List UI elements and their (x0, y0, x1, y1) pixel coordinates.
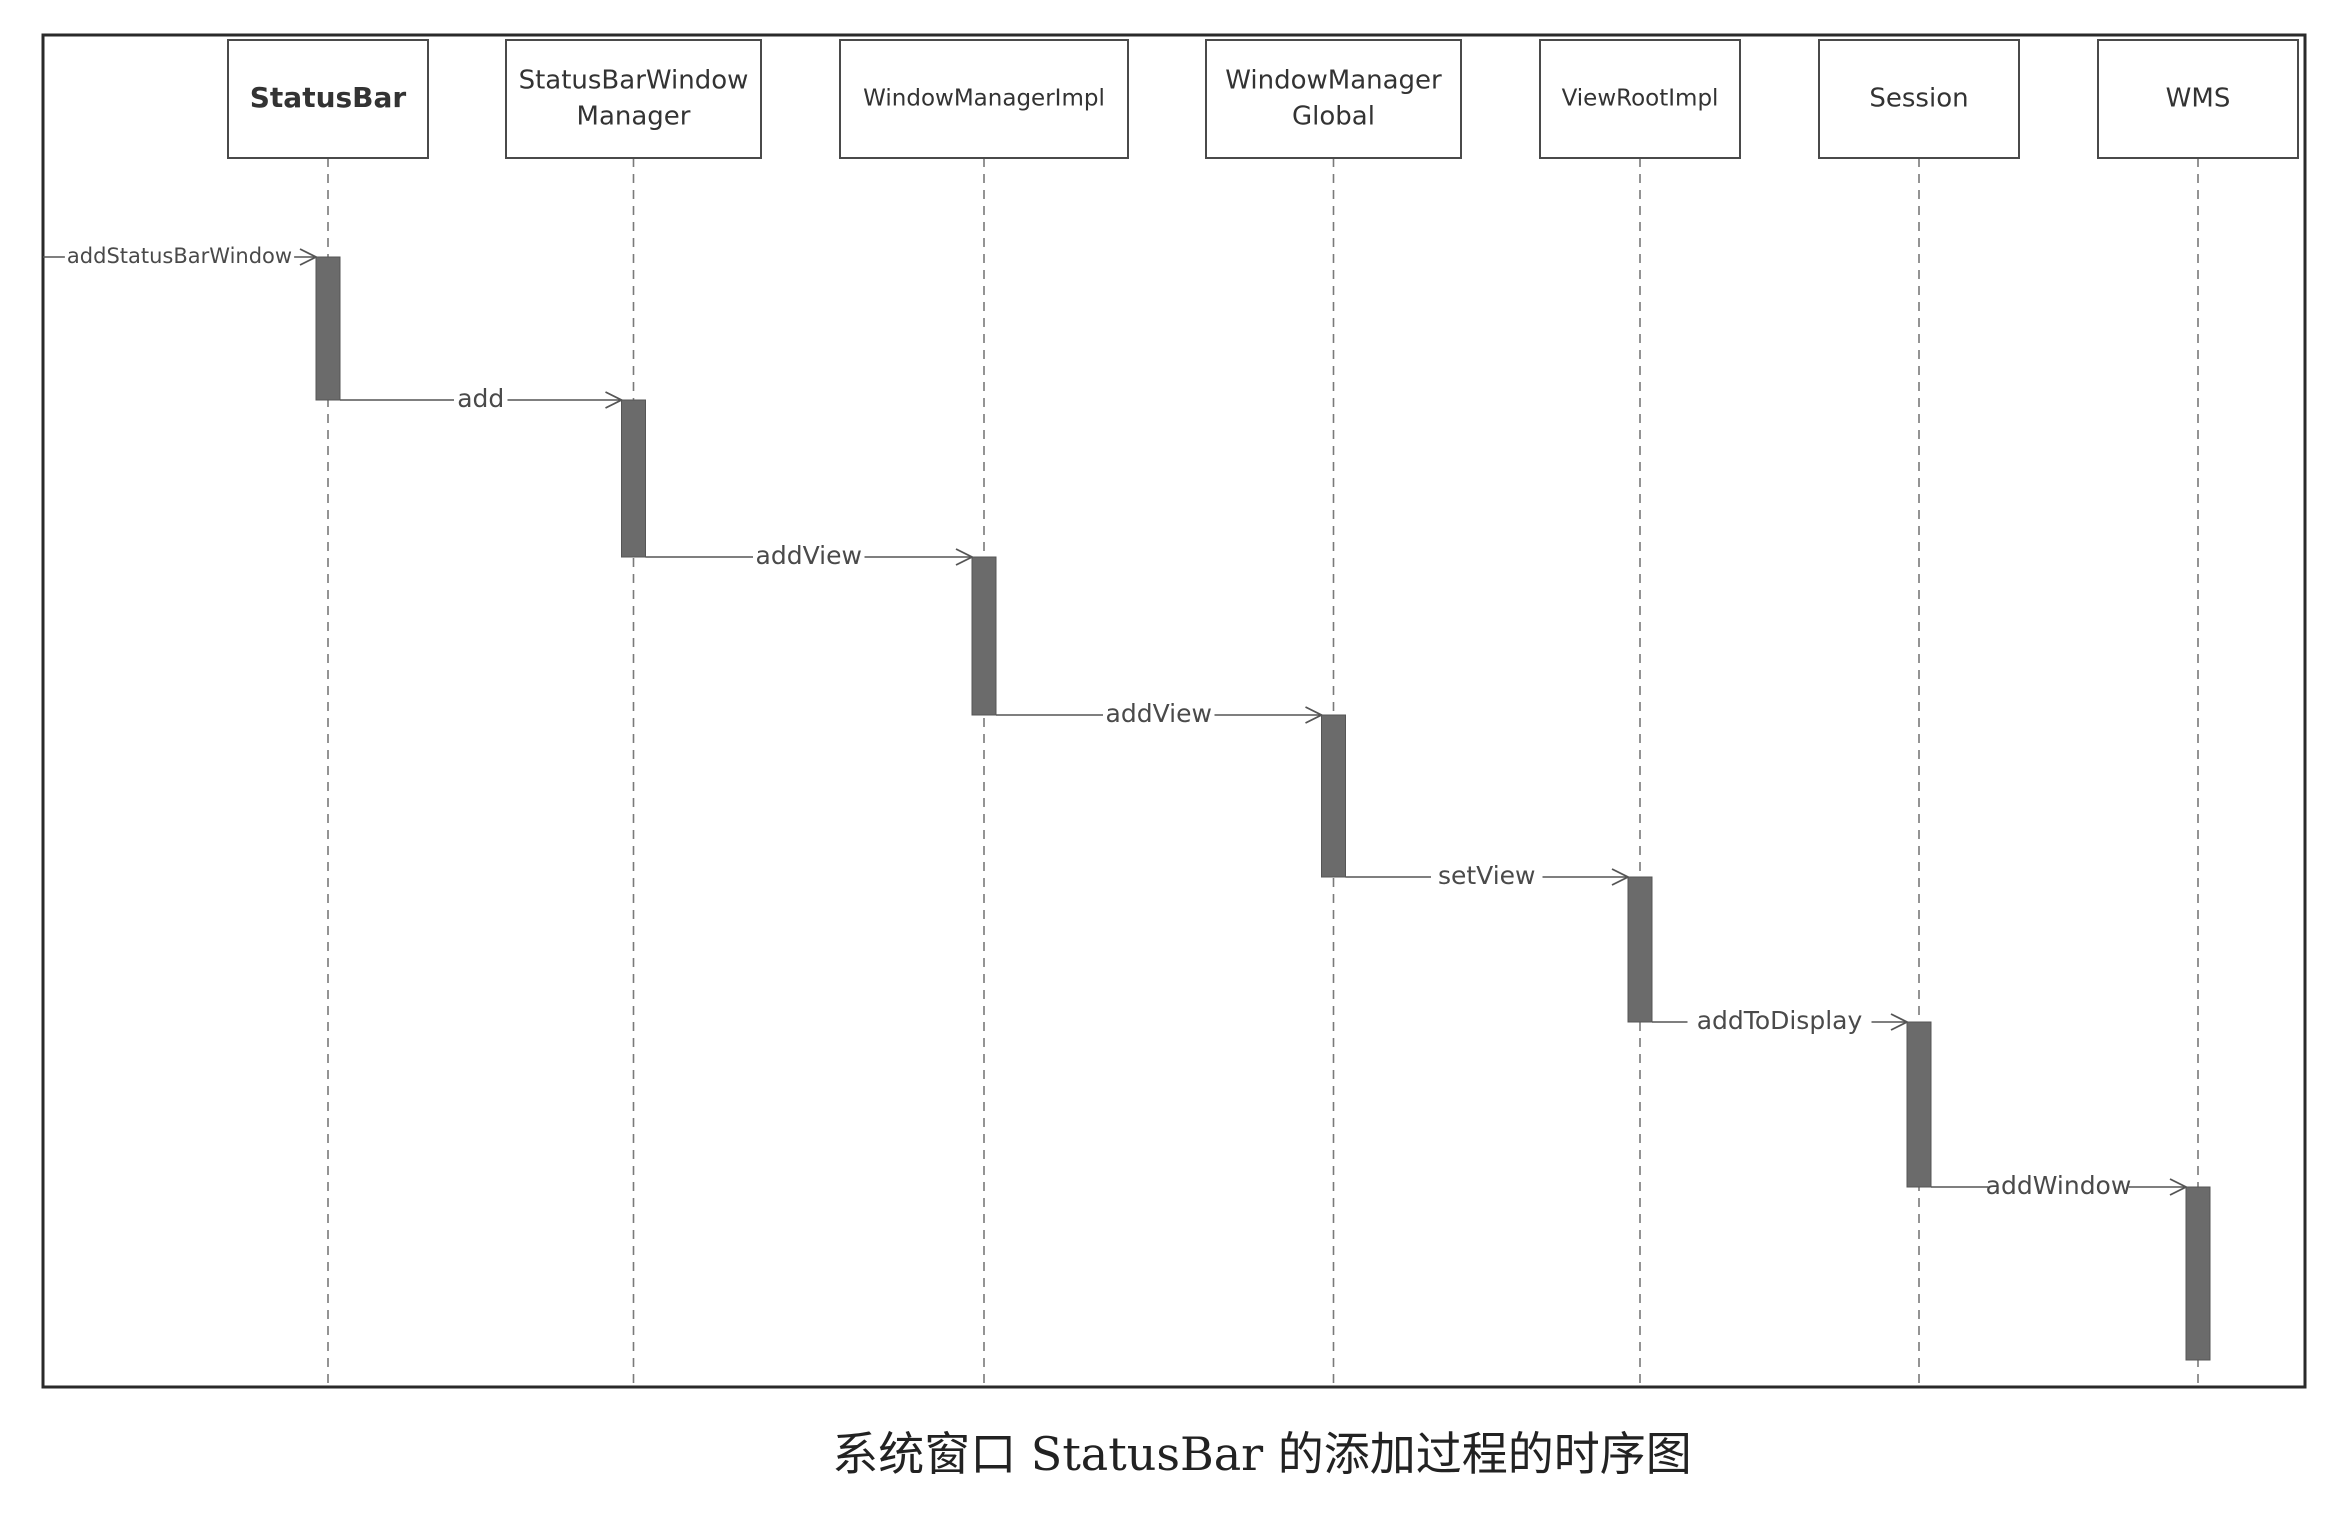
participants: StatusBar StatusBarWindow Manager WindowMan… (227, 39, 2299, 159)
participant-box (505, 39, 762, 159)
message-label: addStatusBarWindow (67, 244, 292, 268)
participant-window-manager-impl: WindowManagerImpl (839, 39, 1129, 159)
message-add: add (340, 384, 624, 416)
arrow-head (1890, 1013, 1910, 1031)
participant-label: WMS (2166, 84, 2231, 114)
participant-label: StatusBar (250, 81, 407, 114)
arrow-head (1305, 706, 1324, 724)
participant-label: WindowManagerImpl (863, 86, 1105, 112)
activation-bar-session (1906, 1021, 1932, 1188)
message-label-background (1431, 861, 1543, 893)
arrow-head (2169, 1178, 2189, 1196)
participant-session: Session (1818, 39, 2020, 159)
arrow-head (605, 391, 624, 409)
message-addView: addView (996, 699, 1324, 731)
participant-label: Global (1292, 102, 1375, 132)
message-addView: addView (645, 541, 975, 573)
arrow-head (955, 548, 975, 566)
message-label-background (1988, 1171, 2129, 1203)
activation-bars (315, 256, 2211, 1361)
message-label: addView (1106, 699, 1212, 728)
message-label-background (1687, 1006, 1872, 1038)
diagram-frame (41, 33, 2307, 1389)
participant-box (2097, 39, 2299, 159)
activation-bar-view-root-impl (1627, 876, 1653, 1023)
activation-bar-window-manager-global (1321, 714, 1346, 878)
message-label: add (457, 384, 504, 413)
diagram-caption: 系统窗口 StatusBar 的添加过程的时序图 (832, 1427, 1692, 1481)
arrow-head (299, 248, 319, 266)
participant-label: WindowManager (1225, 66, 1442, 96)
message-label-background (64, 243, 295, 271)
activation-bar-statusbar-window-manager (621, 399, 646, 558)
participant-wms: WMS (2097, 39, 2299, 159)
participant-label: ViewRootImpl (1562, 86, 1719, 112)
activation-bar-wms (2185, 1186, 2211, 1361)
participant-label: Session (1869, 84, 1968, 114)
participant-box (1539, 39, 1741, 159)
lifelines (327, 158, 2199, 1387)
participant-box (839, 39, 1129, 159)
message-setView: setView (1345, 861, 1631, 893)
participant-label: StatusBarWindow (519, 66, 749, 96)
participant-box (1205, 39, 1462, 159)
message-label: addView (756, 541, 862, 570)
message-label-background (753, 541, 865, 573)
message-addToDisplay: addToDisplay (1652, 1006, 1910, 1038)
arrow-head (1611, 868, 1631, 886)
messages: addStatusBarWindow add addView addView setVi… (43, 243, 2189, 1203)
activation-bar-window-manager-impl (971, 556, 997, 716)
message-addStatusBarWindow: addStatusBarWindow (43, 243, 319, 271)
activation-bar-statusbar (315, 256, 341, 401)
participant-box (1818, 39, 2020, 159)
message-label: setView (1438, 861, 1536, 890)
message-label-background (454, 384, 508, 416)
message-label-background (1103, 699, 1215, 731)
participant-statusbar-window-manager: StatusBarWindow Manager (505, 39, 762, 159)
message-addWindow: addWindow (1931, 1171, 2189, 1203)
participant-window-manager-global: WindowManager Global (1205, 39, 1462, 159)
participant-view-root-impl: ViewRootImpl (1539, 39, 1741, 159)
message-label: addToDisplay (1697, 1006, 1863, 1035)
message-label: addWindow (1986, 1171, 2132, 1200)
participant-statusbar: StatusBar (227, 39, 429, 159)
participant-label: Manager (577, 102, 691, 132)
participant-box (227, 39, 429, 159)
